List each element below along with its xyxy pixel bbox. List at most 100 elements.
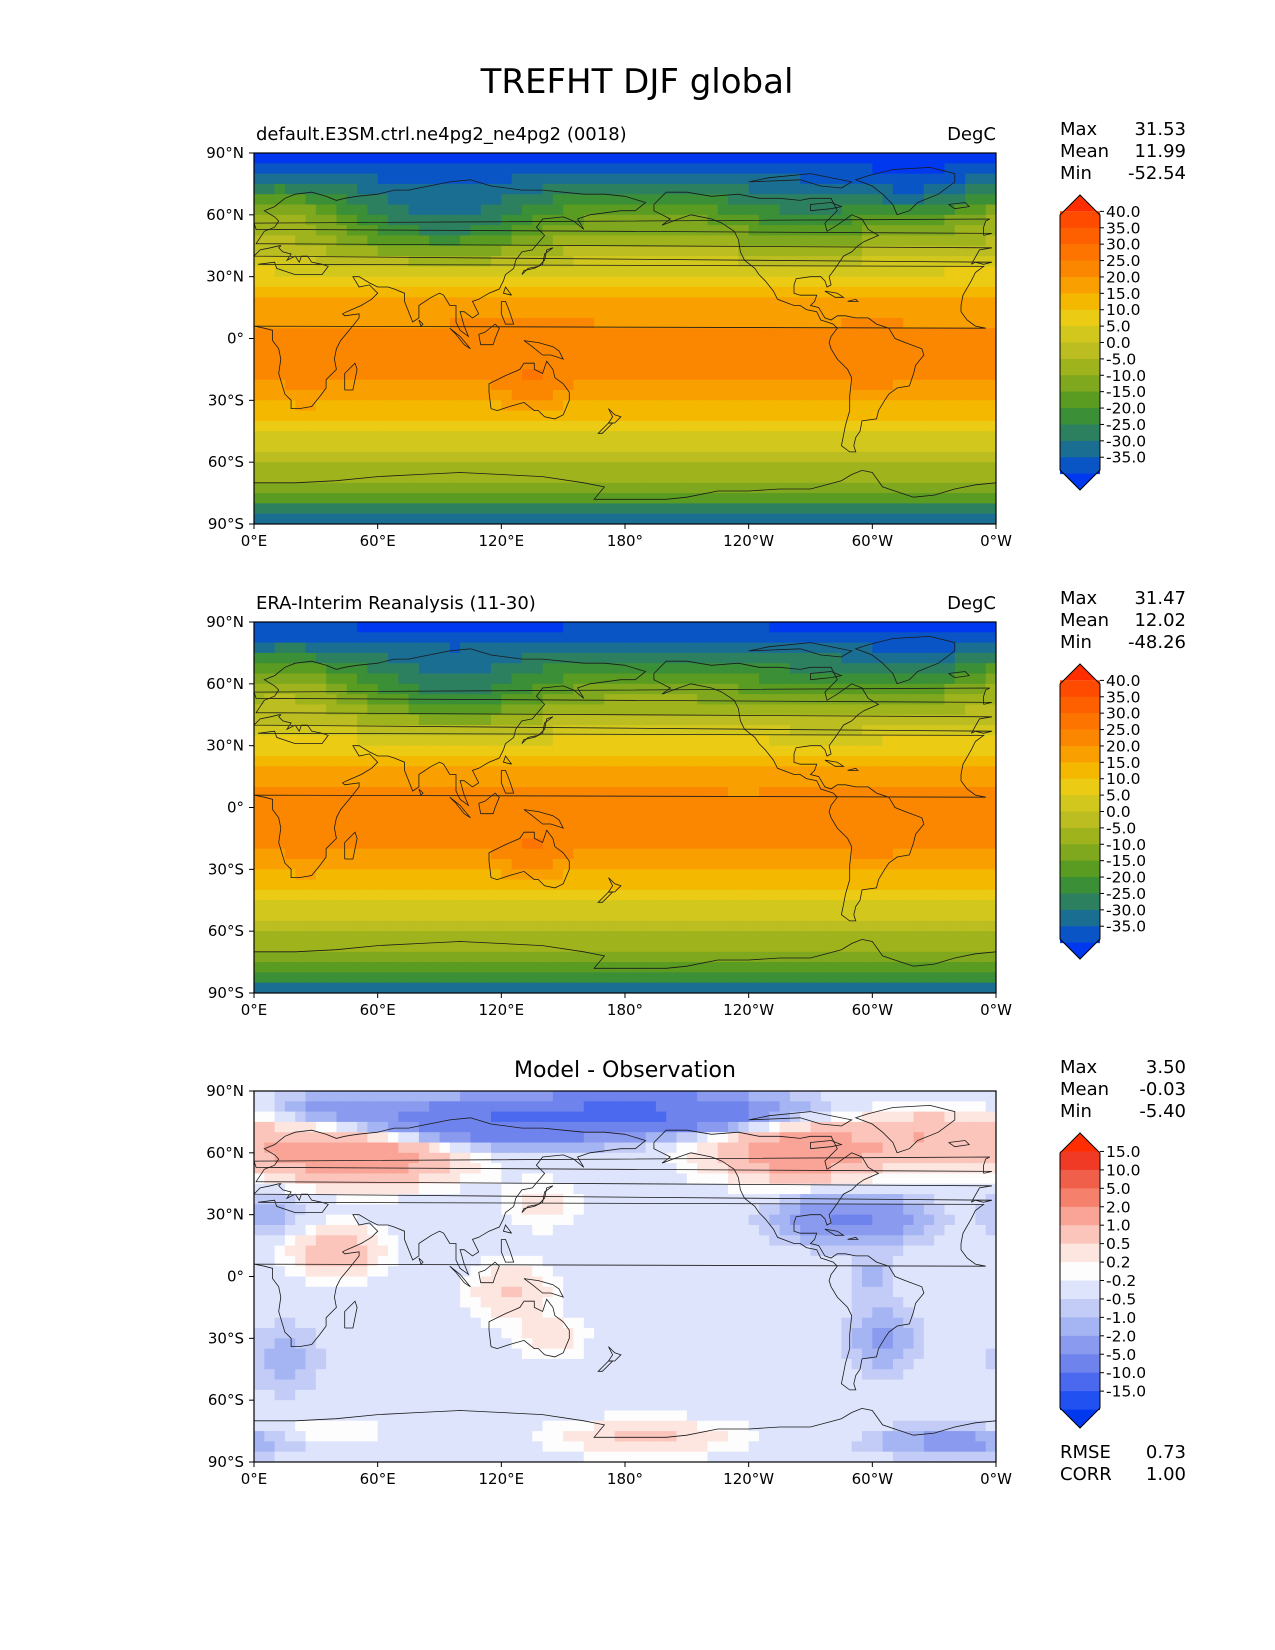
field-cell: [965, 420, 976, 432]
field-cell: [336, 204, 348, 216]
field-cell: [820, 513, 832, 524]
field-cell: [851, 369, 863, 381]
field-cell: [604, 359, 616, 371]
field-cell: [439, 889, 451, 901]
field-cell: [810, 441, 822, 453]
field-cell: [326, 163, 338, 175]
field-cell: [800, 776, 812, 788]
field-cell: [800, 745, 812, 757]
field-cell: [460, 163, 472, 175]
field-cell: [676, 745, 688, 757]
field-cell: [480, 817, 492, 829]
field-cell: [944, 714, 956, 726]
colorbar-swatch: [1060, 408, 1100, 425]
field-cell: [315, 225, 327, 237]
field-cell: [604, 245, 616, 257]
field-cell: [614, 194, 626, 206]
field-cell: [460, 153, 472, 164]
field-cell: [491, 307, 502, 319]
field-cell: [831, 451, 843, 463]
field-cell: [480, 276, 492, 288]
field-cell: [728, 451, 739, 463]
field-cell: [851, 632, 863, 644]
field-cell: [954, 735, 966, 747]
field-cell: [532, 400, 544, 412]
field-cell: [944, 266, 956, 278]
field-cell: [686, 745, 698, 757]
field-cell: [758, 400, 770, 412]
field-cell: [357, 153, 368, 164]
field-cell: [604, 776, 616, 788]
field-cell: [542, 420, 554, 432]
field-cell: [800, 652, 812, 664]
field-cell: [408, 482, 420, 494]
field-cell: [315, 838, 327, 850]
field-cell: [532, 441, 544, 453]
field-cell: [707, 163, 719, 175]
field-cell: [851, 786, 863, 798]
field-cell: [254, 632, 265, 644]
field-cell: [460, 828, 472, 840]
field-cell: [346, 183, 358, 195]
field-cell: [449, 153, 461, 164]
field-cell: [769, 910, 781, 922]
field-cell: [429, 379, 441, 391]
field-cell: [408, 900, 420, 912]
field-cell: [851, 235, 863, 247]
field-cell: [573, 920, 585, 932]
field-cell: [583, 307, 595, 319]
field-cell: [913, 214, 925, 226]
field-cell: [274, 286, 286, 298]
field-cell: [377, 410, 389, 422]
field-cell: [728, 704, 739, 716]
field-cell: [521, 482, 533, 494]
field-cell: [728, 622, 739, 633]
field-cell: [728, 817, 739, 829]
field-cell: [501, 482, 513, 494]
field-cell: [934, 379, 946, 391]
field-cell: [491, 235, 502, 247]
field-cell: [377, 493, 389, 504]
field-cell: [954, 441, 966, 453]
field-cell: [851, 451, 863, 463]
field-cell: [398, 941, 410, 953]
field-cell: [491, 663, 502, 675]
field-cell: [666, 390, 678, 401]
field-cell: [635, 235, 647, 247]
field-cell: [655, 194, 667, 206]
field-cell: [882, 745, 894, 757]
coastline: [521, 247, 554, 275]
field-cell: [686, 900, 698, 912]
field-cell: [429, 431, 441, 443]
field-cell: [800, 931, 812, 943]
field-cell: [274, 920, 286, 932]
field-cell: [717, 328, 729, 340]
field-cell: [315, 462, 327, 474]
field-cell: [697, 482, 709, 494]
field-cell: [521, 359, 533, 371]
field-cell: [264, 204, 276, 216]
field-cell: [748, 204, 760, 216]
field-cell: [810, 807, 822, 819]
field-cell: [748, 931, 760, 943]
field-cell: [831, 420, 843, 432]
field-cell: [491, 622, 502, 633]
field-cell: [954, 797, 966, 809]
field-cell: [882, 694, 894, 706]
field-cell: [903, 786, 915, 798]
field-cell: [748, 735, 760, 747]
field-cell: [491, 704, 502, 716]
field-cell: [326, 910, 338, 922]
field-cell: [758, 652, 770, 664]
field-cell: [779, 493, 791, 504]
field-cell: [387, 745, 399, 757]
field-cell: [408, 838, 420, 850]
field-cell: [738, 632, 750, 644]
field-cell: [449, 869, 461, 881]
field-cell: [810, 153, 822, 164]
field-cell: [645, 776, 657, 788]
field-cell: [769, 920, 781, 932]
field-cell: [573, 359, 585, 371]
field-cell: [552, 400, 564, 412]
field-cell: [934, 410, 946, 422]
